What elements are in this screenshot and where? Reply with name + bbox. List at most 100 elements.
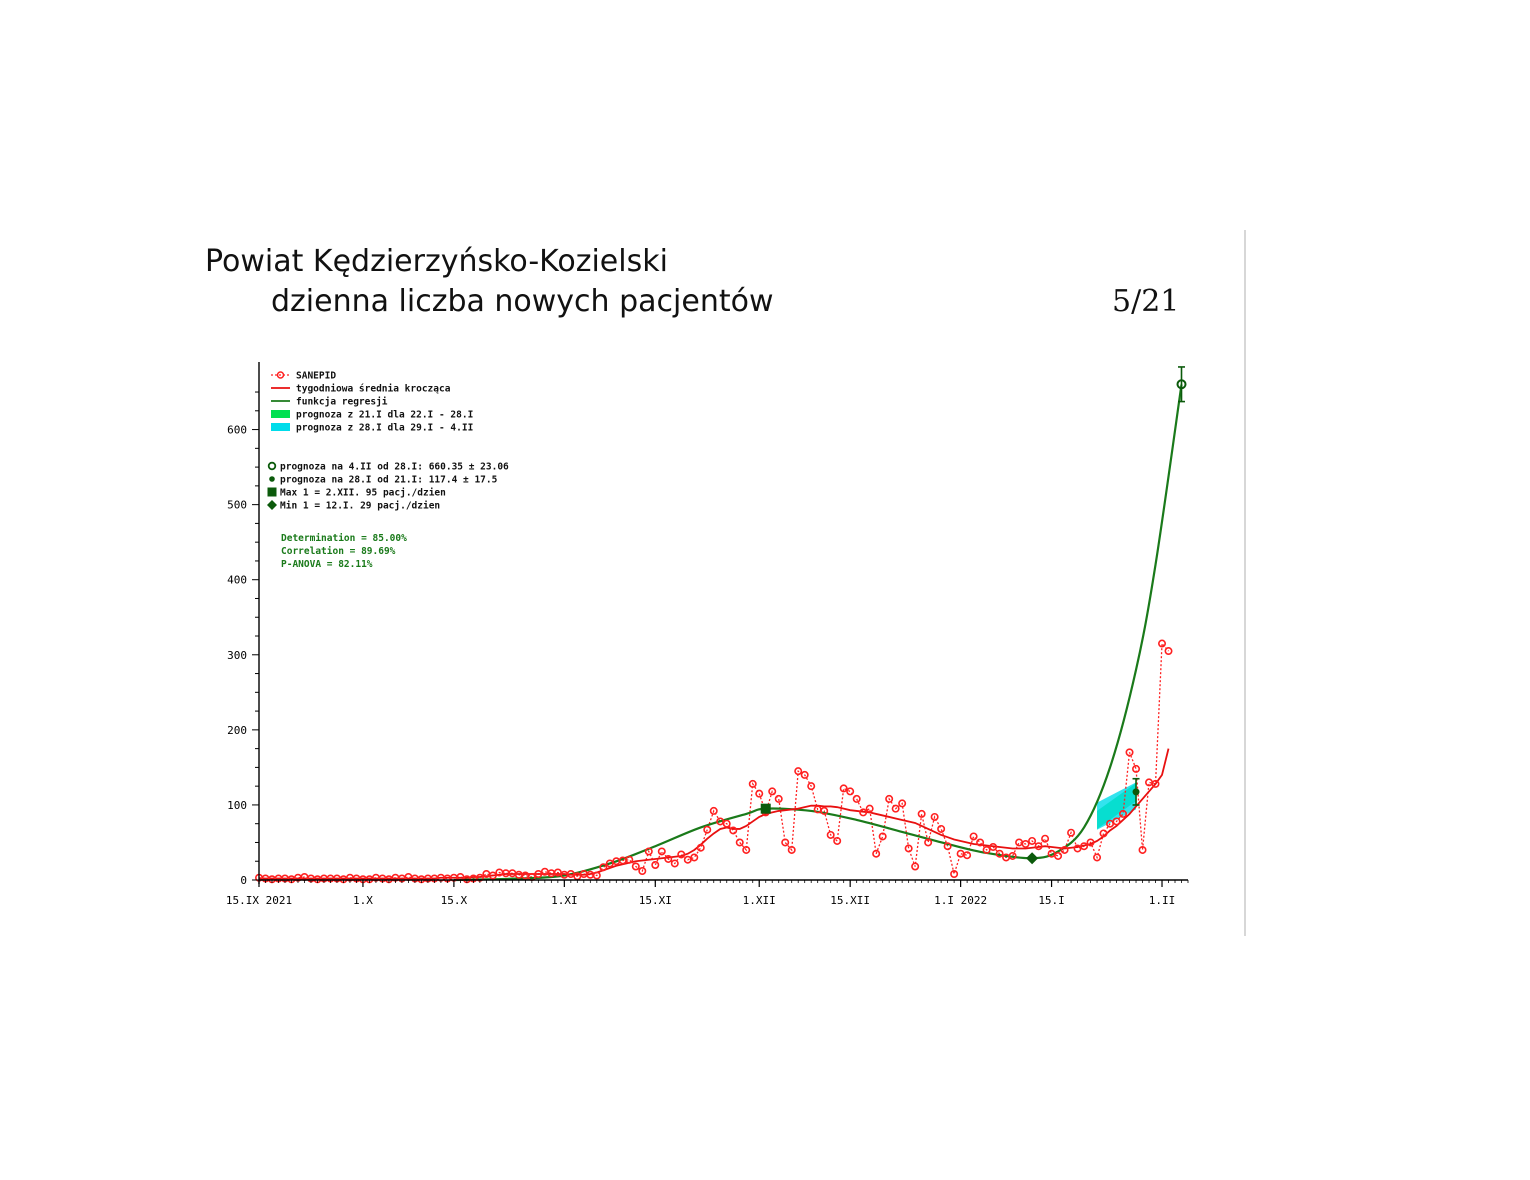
sanepid-point-123 (1054, 851, 1063, 860)
sanepid-point-127 (1080, 842, 1089, 851)
regression-curve-group (453, 384, 1183, 882)
y-tick-label: 500 (227, 499, 247, 512)
sanepid-points (255, 639, 1173, 884)
forecast-feb4-marker (1176, 379, 1187, 390)
x-tick-label: 15.XI (639, 894, 672, 907)
sanepid-point-79 (768, 787, 777, 796)
sanepid-point-72 (722, 819, 731, 828)
sanepid-point-83 (794, 767, 803, 776)
legend-label-series: tygodniowa średnia krocząca (296, 384, 451, 395)
x-tick-label: 15.I (1038, 894, 1065, 907)
sanepid-point-106 (943, 842, 952, 851)
legend-label-series: SANEPID (296, 371, 336, 382)
legend-swatch-band-cyan (271, 423, 290, 431)
legend-swatch-dot (269, 476, 275, 482)
forecast-band-2 (1097, 782, 1137, 830)
legend-stat: P-ANOVA = 82.11% (281, 559, 373, 570)
sanepid-point-84 (800, 770, 809, 779)
x-tick-label: 1.XII (743, 894, 776, 907)
x-tick-label: 1.X (353, 894, 373, 907)
sanepid-point-81 (781, 838, 790, 847)
y-tick-label: 100 (227, 799, 247, 812)
sanepid-point-99 (898, 799, 907, 808)
sanepid-point-93 (859, 808, 868, 817)
sanepid-point-135 (1132, 764, 1141, 773)
y-tick-label: 300 (227, 649, 247, 662)
legend-label-series: prognoza z 28.I dla 29.I - 4.II (296, 423, 473, 434)
legend-swatch-sanepid-point (276, 371, 285, 379)
sanepid-point-136 (1138, 845, 1147, 854)
sanepid-point-75 (742, 845, 751, 854)
sanepid-point-60 (644, 847, 653, 856)
slide-divider (1244, 230, 1246, 936)
sanepid-point-73 (729, 826, 738, 835)
sanepid-point-88 (826, 830, 835, 839)
sanepid-point-89 (833, 836, 842, 845)
legend-stat: Correlation = 89.69% (281, 546, 396, 557)
sanepid-point-58 (631, 862, 640, 871)
sanepid-point-85 (807, 782, 816, 791)
min-marker (1026, 852, 1039, 865)
sanepid-point-103 (924, 838, 933, 847)
sanepid-point-91 (846, 787, 855, 796)
sanepid-point-134 (1125, 748, 1134, 757)
sanepid-point-125 (1067, 828, 1076, 837)
sanepid-point-100 (904, 844, 913, 853)
sanepid-point-104 (930, 812, 939, 821)
y-tick-label: 200 (227, 724, 247, 737)
sanepid-point-110 (969, 832, 978, 841)
sanepid-point-94 (865, 804, 874, 813)
sanepid-point-112 (982, 845, 991, 854)
sanepid-point-77 (755, 789, 764, 798)
sanepid-point-118 (1021, 839, 1030, 848)
legend-stat: Determination = 85.00% (281, 533, 407, 544)
sanepid-point-59 (638, 866, 647, 875)
sanepid-point-65 (677, 850, 686, 859)
sanepid-point-133 (1119, 809, 1128, 818)
sanepid-dotted-lines (258, 641, 1170, 880)
sanepid-point-105 (937, 824, 946, 833)
sanepid-point-121 (1041, 834, 1050, 843)
legend-label-series: prognoza z 21.I dla 22.I - 28.I (296, 410, 473, 421)
sanepid-point-57 (625, 855, 634, 864)
sanepid-point-109 (963, 851, 972, 860)
sanepid-point-114 (995, 849, 1004, 858)
legend-label-marker: Max 1 = 2.XII. 95 pacj./dzien (280, 488, 446, 499)
legend-swatch-diamond (267, 500, 277, 510)
sanepid-point-62 (657, 847, 666, 856)
sanepid-point-140 (1164, 647, 1173, 656)
forecast-bands (1097, 782, 1137, 830)
legend-swatch-square (267, 487, 277, 497)
sanepid-point-82 (787, 845, 796, 854)
sanepid-line (258, 641, 1170, 880)
sanepid-point-120 (1034, 842, 1043, 851)
sanepid-point-68 (696, 843, 705, 852)
sanepid-point-128 (1086, 838, 1095, 847)
sanepid-point-87 (820, 806, 829, 815)
legend: SANEPID tygodniowa średnia krocząca funkcj… (267, 371, 509, 570)
x-tick-label: 15.IX 2021 (226, 894, 292, 907)
legend-swatch-band-green (271, 410, 290, 418)
sanepid-point-92 (852, 794, 861, 803)
axes: 0 100 200 300 400 500 600 15.IX 2021 1.X 15.X 1.XI… (226, 362, 1189, 907)
sanepid-point-138 (1151, 779, 1160, 788)
sanepid-point-69 (703, 825, 712, 834)
y-tick-label: 400 (227, 574, 247, 587)
legend-label-marker: prognoza na 28.I od 21.I: 117.4 ± 17.5 (280, 475, 498, 486)
sanepid-point-70 (709, 806, 718, 815)
sanepid-point-107 (950, 869, 959, 878)
sanepid-point-52 (592, 871, 601, 880)
sanepid-point-101 (911, 862, 920, 871)
sanepid-point-116 (1008, 851, 1017, 860)
slide-title-line1: Powiat Kędzierzyńsko-Kozielski (205, 244, 668, 279)
legend-label-marker: Min 1 = 12.I. 29 pacj./dzien (280, 501, 440, 512)
sanepid-point-124 (1060, 845, 1069, 854)
max-marker (760, 803, 771, 814)
sanepid-point-129 (1093, 853, 1102, 862)
sanepid-point-98 (891, 804, 900, 813)
legend-label-series: funkcja regresji (296, 397, 388, 408)
sanepid-point-90 (839, 784, 848, 793)
page-number: 5/21 (1112, 284, 1180, 319)
sanepid-point-74 (735, 838, 744, 847)
